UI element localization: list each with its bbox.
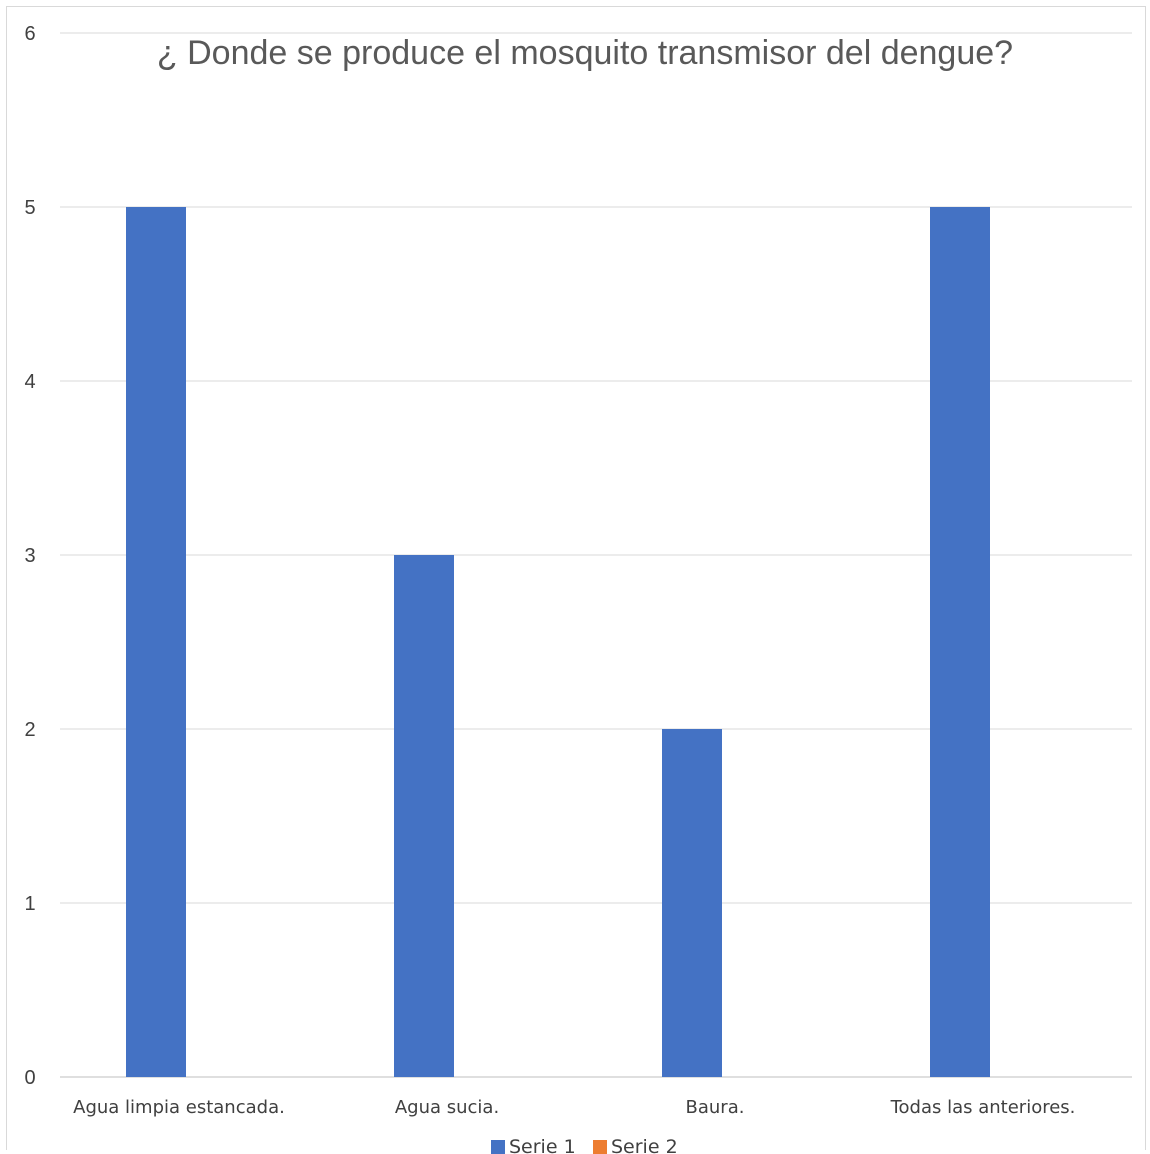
legend-label-1: Serie 1 (509, 1136, 576, 1154)
y-tick-label-0: 0 (24, 1067, 35, 1089)
y-tick-label-2: 2 (24, 719, 35, 741)
bar-3 (662, 729, 722, 1077)
legend: Serie 1 Serie 2 (491, 1136, 678, 1154)
bar-2 (394, 555, 454, 1077)
legend-swatch-1 (491, 1140, 505, 1154)
gridlines (60, 32, 1132, 1078)
y-tick-label-1: 1 (24, 893, 35, 915)
y-axis-ticks: 0 1 2 3 4 5 6 (24, 23, 35, 1089)
y-tick-label-4: 4 (24, 371, 35, 393)
bars (126, 207, 990, 1077)
bar-1 (126, 207, 186, 1077)
x-tick-label-4: Todas las anteriores. (890, 1097, 1076, 1118)
x-tick-label-3: Baura. (686, 1097, 745, 1118)
y-tick-label-6: 6 (24, 23, 35, 45)
chart-title: ¿ Donde se produce el mosquito transmiso… (157, 34, 1013, 72)
x-tick-label-1: Agua limpia estancada. (73, 1097, 285, 1118)
chart-frame (6, 6, 1146, 1150)
legend-label-2: Serie 2 (611, 1136, 678, 1154)
legend-swatch-2 (593, 1140, 607, 1154)
x-axis-labels: Agua limpia estancada. Agua sucia. Baura. T… (73, 1097, 1075, 1118)
bar-4 (930, 207, 990, 1077)
y-tick-label-3: 3 (24, 545, 35, 567)
y-tick-label-5: 5 (24, 197, 35, 219)
x-tick-label-2: Agua sucia. (395, 1097, 499, 1118)
